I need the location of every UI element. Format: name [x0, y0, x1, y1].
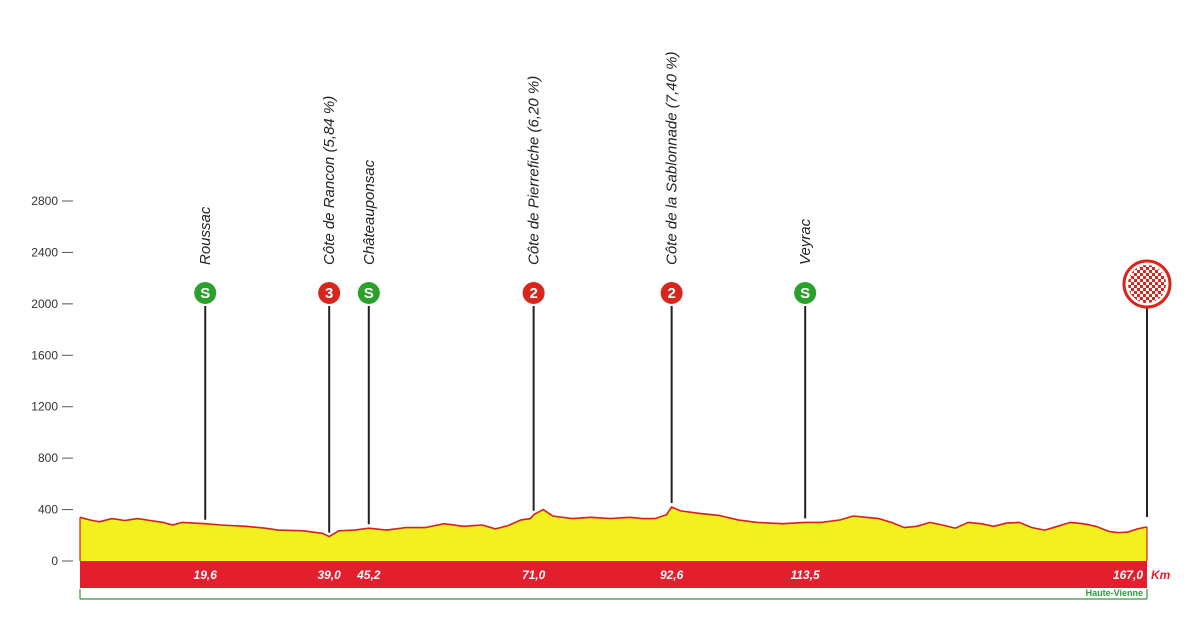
y-tick-label: 0 — [51, 554, 58, 568]
y-axis: 0 400 800 1200 1600 2000 2400 2800 — [31, 194, 73, 568]
sprint-badge — [357, 282, 380, 304]
badge-label: 2 — [667, 285, 675, 302]
km-label: 92,6 — [660, 568, 684, 582]
region-bar: Haute-Vienne — [79, 588, 1148, 600]
finish-flag-icon — [1128, 265, 1166, 303]
y-tick-label: 2000 — [31, 297, 58, 311]
waypoint-name: Châteauponsac — [361, 159, 378, 265]
waypoint-name: Côte de Pierrefiche (6,20 %) — [526, 76, 543, 265]
y-tick-label: 2800 — [31, 194, 58, 208]
km-band-rect — [80, 561, 1147, 588]
climb-category-badge — [318, 282, 341, 304]
y-tick-label: 1200 — [31, 400, 58, 414]
waypoint-sprint: S Châteauponsac — [355, 159, 382, 525]
badge-label: S — [200, 285, 210, 302]
y-tick-label: 1600 — [31, 348, 58, 362]
climb-category-badge — [522, 282, 545, 304]
waypoints: S Roussac 3 Côte de Rancon (5,84 %) S Château… — [192, 52, 1172, 533]
km-label: 45,2 — [356, 568, 381, 582]
waypoint-name: Côte de Rancon (5,84 %) — [321, 96, 338, 265]
km-unit-label: Km — [1151, 568, 1171, 582]
km-label: 113,5 — [791, 568, 820, 582]
badge-label: 2 — [529, 285, 537, 302]
waypoint-climb: 2 Côte de Pierrefiche (6,20 %) — [520, 76, 547, 511]
km-band: 19,6 39,0 45,2 71,0 92,6 113,5 167,0 Km — [80, 561, 1171, 588]
badge-label: S — [364, 285, 374, 302]
climb-category-badge — [660, 282, 683, 304]
waypoint-name: Roussac — [197, 206, 214, 265]
waypoint-sprint: S Roussac — [192, 206, 219, 520]
km-label: 19,6 — [194, 568, 218, 582]
profile-line — [79, 505, 1148, 538]
y-tick-label: 2400 — [31, 245, 58, 259]
waypoint-name: Côte de la Sablonnade (7,40 %) — [664, 52, 681, 265]
waypoint-climb: 3 Côte de Rancon (5,84 %) — [316, 96, 343, 533]
y-tick-label: 800 — [38, 451, 58, 465]
km-label: 167,0 — [1113, 568, 1143, 582]
badge-label: S — [800, 285, 810, 302]
km-label: 71,0 — [522, 568, 546, 582]
badge-label: 3 — [325, 285, 333, 302]
waypoint-climb: 2 Côte de la Sablonnade (7,40 %) — [658, 52, 685, 503]
waypoint-sprint: S Veyrac — [792, 218, 819, 519]
region-label: Haute-Vienne — [1086, 588, 1143, 598]
elevation-profile — [79, 505, 1148, 561]
km-label: 39,0 — [317, 568, 341, 582]
sprint-badge — [794, 282, 817, 304]
waypoint-finish — [1122, 259, 1172, 517]
y-tick-label: 400 — [38, 503, 58, 517]
profile-area — [80, 507, 1147, 561]
sprint-badge — [194, 282, 217, 304]
waypoint-name: Veyrac — [797, 218, 814, 265]
